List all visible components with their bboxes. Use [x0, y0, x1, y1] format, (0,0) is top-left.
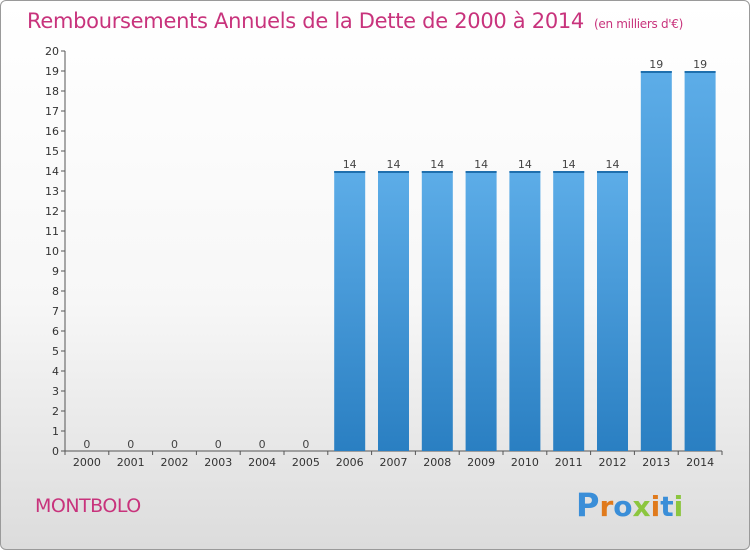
x-tick-label: 2003 — [204, 456, 232, 469]
y-tick-label: 16 — [45, 125, 59, 138]
y-tick-label: 3 — [52, 385, 59, 398]
value-label: 14 — [562, 158, 576, 171]
bar — [421, 171, 453, 451]
x-tick-label: 2006 — [336, 456, 364, 469]
x-tick-label: 2005 — [292, 456, 320, 469]
bar — [640, 71, 672, 451]
x-tick-label: 2008 — [423, 456, 451, 469]
value-label: 14 — [343, 158, 357, 171]
value-label: 14 — [387, 158, 401, 171]
logo-letter: P — [576, 486, 600, 524]
logo-letter: i — [650, 490, 661, 523]
bar — [509, 171, 541, 451]
bar — [378, 171, 409, 451]
value-label: 0 — [259, 438, 266, 451]
y-tick-label: 17 — [45, 105, 59, 118]
town-name: MONTBOLO — [35, 495, 141, 517]
y-tick-label: 1 — [52, 425, 59, 438]
bar — [597, 171, 628, 451]
value-label: 0 — [215, 438, 222, 451]
bar — [465, 171, 497, 451]
value-label: 14 — [430, 158, 444, 171]
value-label: 0 — [127, 438, 134, 451]
y-tick-label: 14 — [45, 165, 59, 178]
value-label: 0 — [302, 438, 309, 451]
y-tick-label: 15 — [45, 145, 59, 158]
x-tick-label: 2012 — [599, 456, 627, 469]
x-tick-label: 2009 — [467, 456, 495, 469]
bar-cap — [509, 171, 541, 173]
value-label: 14 — [518, 158, 532, 171]
x-tick-label: 2007 — [380, 456, 408, 469]
proxiti-logo[interactable]: Proxiti — [576, 486, 683, 524]
x-tick-label: 2011 — [555, 456, 583, 469]
value-label: 0 — [83, 438, 90, 451]
y-tick-label: 4 — [52, 365, 59, 378]
y-tick-label: 11 — [45, 225, 59, 238]
bar-cap — [378, 171, 409, 173]
x-tick-label: 2001 — [117, 456, 145, 469]
y-tick-label: 20 — [45, 45, 59, 58]
bar-cap — [640, 71, 672, 73]
logo-letter: x — [632, 490, 651, 523]
bar-cap — [553, 171, 585, 173]
chart-unit: (en milliers d'€) — [594, 17, 684, 31]
logo-letter: o — [613, 490, 633, 523]
bar — [684, 71, 716, 451]
y-tick-label: 9 — [52, 265, 59, 278]
logo-letter: r — [599, 490, 614, 523]
logo-letter: i — [673, 490, 684, 523]
y-tick-label: 6 — [52, 325, 59, 338]
y-tick-label: 8 — [52, 285, 59, 298]
x-tick-label: 2000 — [73, 456, 101, 469]
x-tick-label: 2010 — [511, 456, 539, 469]
y-tick-label: 7 — [52, 305, 59, 318]
y-tick-label: 5 — [52, 345, 59, 358]
value-label: 14 — [606, 158, 620, 171]
x-tick-label: 2014 — [686, 456, 714, 469]
value-label: 14 — [474, 158, 488, 171]
bar-cap — [684, 71, 716, 73]
chart-title-text: Remboursements Annuels de la Dette de 20… — [27, 9, 584, 33]
bar-cap — [465, 171, 497, 173]
y-tick-label: 13 — [45, 185, 59, 198]
y-tick-label: 2 — [52, 405, 59, 418]
value-label: 19 — [649, 58, 663, 71]
y-tick-label: 0 — [52, 445, 59, 458]
value-label: 19 — [693, 58, 707, 71]
bar-cap — [421, 171, 453, 173]
y-tick-label: 10 — [45, 245, 59, 258]
bar-cap — [597, 171, 628, 173]
bar — [553, 171, 585, 451]
bar-cap — [334, 171, 366, 173]
y-tick-label: 19 — [45, 65, 59, 78]
x-tick-label: 2004 — [248, 456, 276, 469]
x-tick-label: 2002 — [161, 456, 189, 469]
logo-letter: t — [660, 490, 674, 523]
value-label: 0 — [171, 438, 178, 451]
y-tick-label: 12 — [45, 205, 59, 218]
chart-title: Remboursements Annuels de la Dette de 20… — [27, 9, 683, 33]
y-tick-label: 18 — [45, 85, 59, 98]
x-tick-label: 2013 — [642, 456, 670, 469]
bar — [334, 171, 366, 451]
